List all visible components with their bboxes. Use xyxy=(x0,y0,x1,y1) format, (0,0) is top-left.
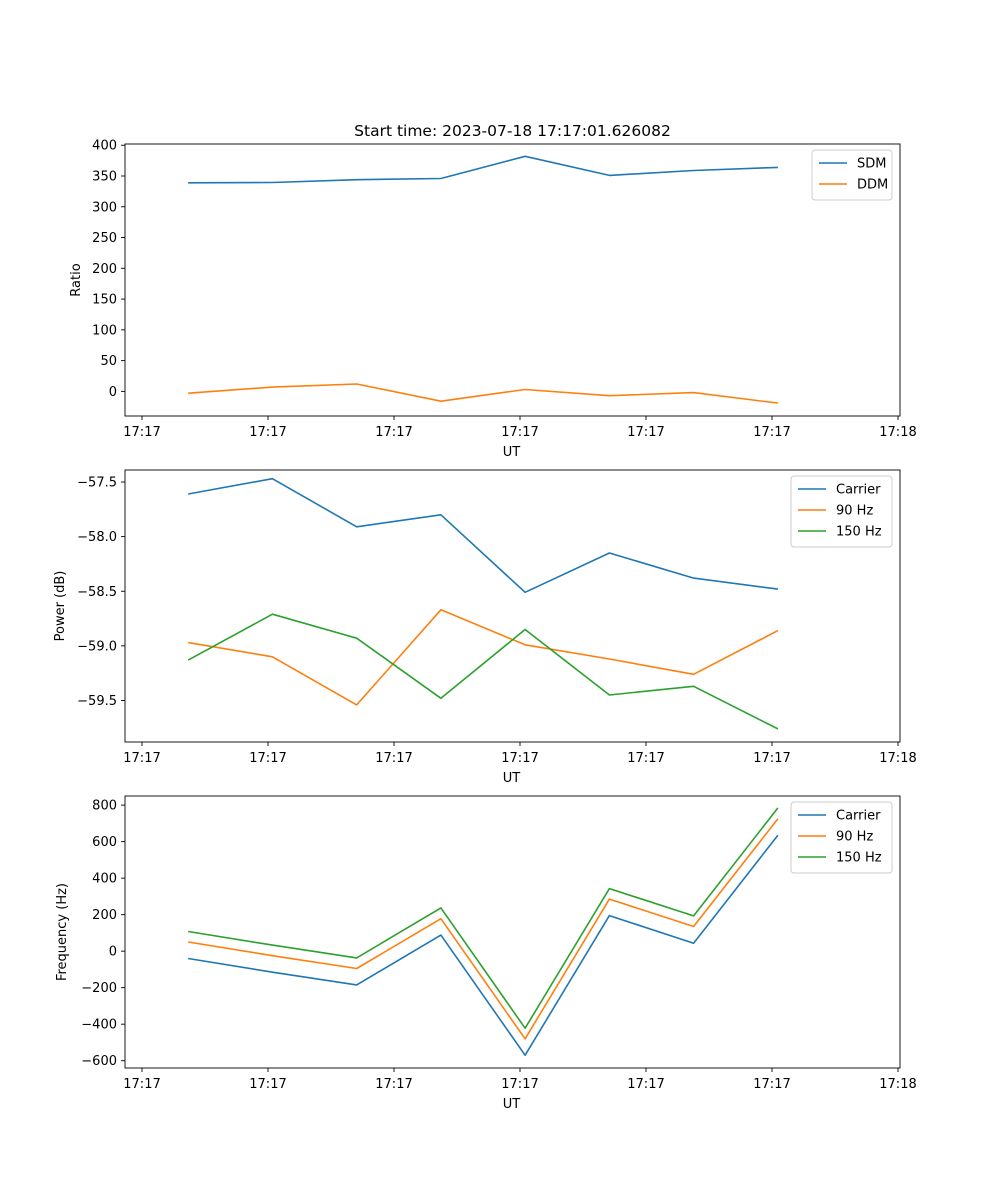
chart2-y-axis-label: Power (dB) xyxy=(53,571,68,642)
subplot-frequency: 17:17 17:17 17:17 17:17 17:17 17:17 17:18 800 60… xyxy=(55,795,917,1112)
chart3-legend-label: Carrier xyxy=(836,809,881,824)
chart1-y-tick-label: 400 xyxy=(92,139,117,154)
figure-title: Start time: 2023-07-18 17:17:01.626082 xyxy=(354,122,671,140)
chart2-x-tick-label: 17:18 xyxy=(879,751,916,766)
chart2-plot-frame xyxy=(124,469,901,743)
chart1-x-tick-label: 17:17 xyxy=(753,425,790,440)
chart1-x-tick-label: 17:17 xyxy=(249,425,286,440)
chart1-series-line-sdm xyxy=(188,155,778,184)
chart2-series-line-150-hz xyxy=(187,613,779,730)
chart1-y-tick-label: 250 xyxy=(92,231,117,246)
chart3-x-tick-label: 17:17 xyxy=(501,1077,538,1092)
chart1-x-tick-label: 17:17 xyxy=(627,425,664,440)
chart2-legend xyxy=(790,475,893,548)
chart1-y-tick-label: 0 xyxy=(109,385,117,400)
chart3-series-line-90-hz xyxy=(188,818,779,1040)
chart1-plot-frame xyxy=(124,143,901,417)
chart1-x-tick-label: 17:18 xyxy=(879,425,916,440)
chart2-x-tick-label: 17:17 xyxy=(123,751,160,766)
chart3-y-tick-label: 0 xyxy=(109,945,117,960)
chart2-series-line-carrier xyxy=(188,477,779,594)
chart1-x-tick-label: 17:17 xyxy=(501,425,538,440)
chart1-x-tick-label: 17:17 xyxy=(123,425,160,440)
chart3-x-tick-label: 17:18 xyxy=(879,1077,916,1092)
chart1-x-axis-label: UT xyxy=(503,445,521,460)
chart1-y-tick-label: 150 xyxy=(92,293,117,308)
chart2-x-tick-label: 17:17 xyxy=(753,751,790,766)
chart3-y-tick-label: 400 xyxy=(92,872,117,887)
chart3-x-axis-label: UT xyxy=(503,1097,521,1112)
chart3-x-tick-label: 17:17 xyxy=(753,1077,790,1092)
chart2-y-tick-label: −58.0 xyxy=(77,530,117,545)
chart2-x-axis-label: UT xyxy=(503,771,521,786)
subplot-ratio: 17:17 17:17 17:17 17:17 17:17 17:17 17:18 0 50 10… xyxy=(69,139,917,460)
chart3-x-tick-label: 17:17 xyxy=(249,1077,286,1092)
chart1-legend-label: SDM xyxy=(857,157,886,172)
chart2-y-tick-label: −59.0 xyxy=(77,639,117,654)
chart3-x-tick-label: 17:17 xyxy=(123,1077,160,1092)
chart3-y-tick-label: 200 xyxy=(92,908,117,923)
chart1-x-tick-label: 17:17 xyxy=(375,425,412,440)
chart3-y-tick-label: −600 xyxy=(81,1054,117,1069)
chart3-y-tick-label: 800 xyxy=(92,799,117,814)
chart3-y-tick-label: 600 xyxy=(92,835,117,850)
chart2-y-tick-label: −58.5 xyxy=(77,585,117,600)
chart1-y-axis-label: Ratio xyxy=(69,263,84,296)
chart3-y-tick-label: −200 xyxy=(81,981,117,996)
chart1-legend-label: DDM xyxy=(857,178,888,193)
chart2-x-tick-label: 17:17 xyxy=(249,751,286,766)
chart1-y-tick-label: 300 xyxy=(92,200,117,215)
chart3-x-tick-label: 17:17 xyxy=(375,1077,412,1092)
chart3-plot-frame xyxy=(124,795,901,1069)
chart2-x-tick-label: 17:17 xyxy=(375,751,412,766)
chart2-legend-label: Carrier xyxy=(836,483,881,498)
chart3-x-tick-label: 17:17 xyxy=(627,1077,664,1092)
chart3-series-line-150-hz xyxy=(188,807,779,1029)
chart1-series-line-ddm xyxy=(188,383,778,404)
chart1-y-tick-label: 200 xyxy=(92,262,117,277)
chart1-y-tick-label: 350 xyxy=(92,170,117,185)
chart2-x-tick-label: 17:17 xyxy=(627,751,664,766)
chart3-y-tick-label: −400 xyxy=(81,1018,117,1033)
chart3-legend-label: 90 Hz xyxy=(836,830,873,845)
chart3-legend xyxy=(790,801,893,874)
chart1-y-tick-label: 100 xyxy=(92,323,117,338)
chart2-x-tick-label: 17:17 xyxy=(501,751,538,766)
subplot-power: 17:17 17:17 17:17 17:17 17:17 17:17 17:18 −57.5… xyxy=(53,469,917,786)
chart3-y-axis-label: Frequency (Hz) xyxy=(55,883,70,981)
chart1-y-tick-label: 50 xyxy=(100,354,117,369)
chart2-legend-label: 90 Hz xyxy=(836,504,873,519)
chart3-legend-label: 150 Hz xyxy=(836,851,882,866)
chart3-series-line-carrier xyxy=(188,834,779,1056)
chart2-legend-label: 150 Hz xyxy=(836,525,882,540)
chart2-series-line-90-hz xyxy=(188,608,779,706)
chart2-y-tick-label: −59.5 xyxy=(77,694,117,709)
chart2-y-tick-label: −57.5 xyxy=(77,476,117,491)
